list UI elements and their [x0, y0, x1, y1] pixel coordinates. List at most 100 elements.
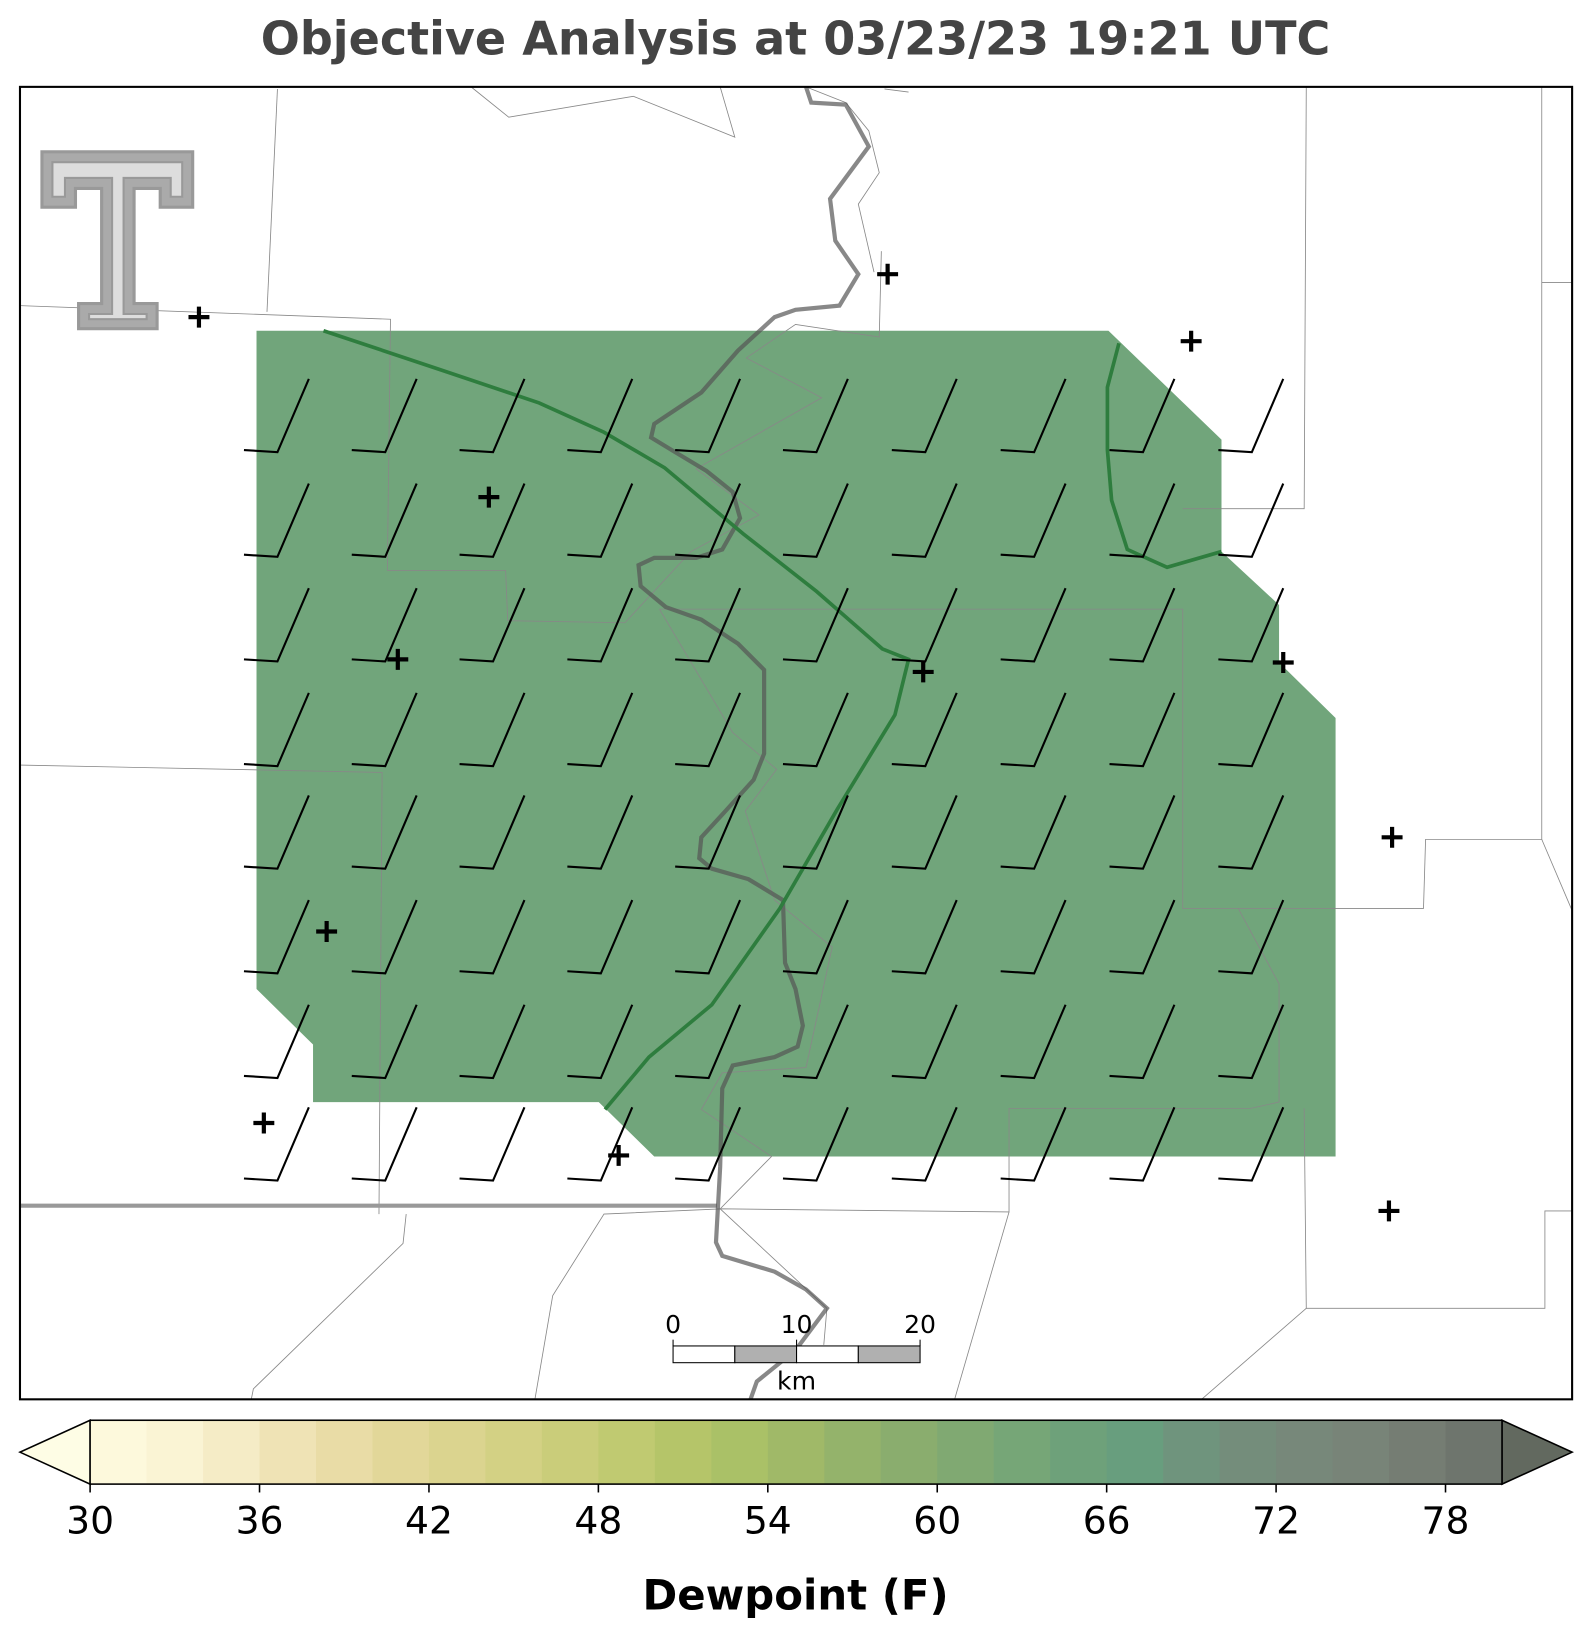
logo [40, 150, 195, 331]
colorbar-segment [428, 1420, 486, 1485]
wind-barbs [243, 378, 1285, 1182]
extend-high [1501, 1419, 1575, 1486]
station [608, 1144, 630, 1166]
wind-barb [243, 378, 310, 454]
wind-barb [351, 378, 418, 454]
wind-barb [1218, 795, 1285, 870]
colorbar-segment [1389, 1420, 1447, 1485]
wind-barb [1000, 1004, 1067, 1080]
colorbar-tick-label: 54 [744, 1498, 792, 1542]
scale-segment [672, 1345, 736, 1364]
wind-barb [1000, 1106, 1067, 1182]
station [1378, 1200, 1400, 1222]
wind-barb [351, 1106, 418, 1182]
wind-barb [567, 483, 634, 558]
colorbar-segment [711, 1420, 769, 1485]
station [253, 1112, 275, 1134]
wind-barb [782, 483, 849, 558]
wind-barb [243, 483, 310, 558]
wind-barb [459, 378, 526, 454]
wind-barb [891, 692, 958, 768]
colorbar-segment [937, 1420, 995, 1485]
station [912, 661, 934, 683]
colorbar-tick-label: 48 [574, 1498, 622, 1542]
wind-barb [782, 795, 849, 870]
wind-barb [1109, 587, 1176, 663]
wind-barb [1000, 899, 1067, 975]
stations [188, 263, 1403, 1222]
station [1180, 330, 1202, 352]
wind-barb [675, 1106, 742, 1182]
wind-barb [1218, 378, 1285, 454]
wind-barb [782, 692, 849, 768]
title: Objective Analysis at 03/23/23 19:21 UTC [261, 11, 1331, 65]
colorbar-segment [203, 1420, 261, 1485]
colorbar-segment [880, 1420, 938, 1485]
colorbar-segment [1445, 1420, 1503, 1485]
colorbar-segment [1050, 1420, 1108, 1485]
colorbar-segment [1332, 1420, 1390, 1485]
wind-barb [459, 795, 526, 870]
wind-barb [675, 483, 742, 558]
colorbar-segment [316, 1420, 374, 1485]
wind-barb [351, 483, 418, 558]
wind-barb [243, 795, 310, 870]
extend-low [18, 1419, 91, 1486]
colorbar-tick-label: 42 [405, 1498, 453, 1542]
wind-barb [782, 587, 849, 663]
wind-barb [1218, 483, 1285, 558]
wind-barb [675, 899, 742, 975]
colorbar-tick-label: 78 [1422, 1498, 1470, 1542]
colorbar-segment [541, 1420, 599, 1485]
colorbar-segment [146, 1420, 204, 1485]
wind-barb [1000, 587, 1067, 663]
wind-barb [567, 587, 634, 663]
wind-barb [351, 795, 418, 870]
wind-barb [675, 378, 742, 454]
wind-barb [459, 899, 526, 975]
wind-barb [243, 899, 310, 975]
colorbar-segment [654, 1420, 712, 1485]
wind-barb [1109, 1106, 1176, 1182]
colorbar-segment [1276, 1420, 1334, 1485]
scale-unit: km [777, 1367, 816, 1396]
wind-barb [459, 587, 526, 663]
station [188, 306, 210, 328]
colorbar-tick-label: 66 [1083, 1498, 1131, 1542]
colorbar-tick-label: 30 [66, 1498, 114, 1542]
wind-barb [1000, 692, 1067, 768]
wind-barb [567, 692, 634, 768]
colorbar-segment [372, 1420, 430, 1485]
wind-barb [1109, 692, 1176, 768]
wind-barb [243, 587, 310, 663]
wind-barb [782, 1004, 849, 1080]
scale-segment [796, 1345, 859, 1364]
colorbar-segment [767, 1420, 825, 1485]
station [478, 486, 500, 508]
colorbar-tick-label: 72 [1252, 1498, 1300, 1542]
wind-barb [1109, 899, 1176, 975]
wind-barb [1218, 1004, 1285, 1080]
wind-barb [1109, 483, 1176, 558]
colorbar-segment [1163, 1420, 1221, 1485]
wind-barb [243, 692, 310, 768]
wind-barb [1218, 1106, 1285, 1182]
wind-barb [1109, 378, 1176, 454]
river [636, 86, 872, 1401]
wind-barb [782, 1106, 849, 1182]
wind-barb [351, 899, 418, 975]
wind-barb [351, 692, 418, 768]
station [387, 648, 409, 670]
scale-tick-label: 0 [665, 1310, 681, 1339]
wind-barb [1218, 899, 1285, 975]
wind-barb [567, 378, 634, 454]
wind-barb [891, 378, 958, 454]
map [18, 85, 1574, 1401]
scale-tick-label: 20 [904, 1310, 936, 1339]
colorbar-segment [598, 1420, 656, 1485]
wind-barb [891, 795, 958, 870]
county-borders [19, 86, 1573, 1400]
scale-tick-label: 10 [781, 1310, 813, 1339]
colorbar-segment [259, 1420, 317, 1485]
